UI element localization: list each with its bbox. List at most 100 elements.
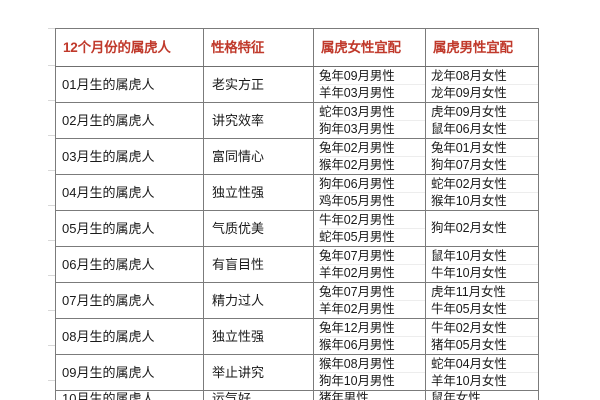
- column-header-female-match-label: 属虎女性宜配: [321, 39, 401, 55]
- cell-month: 05月生的属虎人: [55, 210, 204, 247]
- cell-male-match: 兔年01月女性 狗年07月女性: [425, 138, 539, 175]
- cell-trait: 富同情心: [203, 138, 314, 175]
- cell-trait: 运气好: [203, 390, 314, 400]
- column-header-month: 12个月份的属虎人: [55, 28, 204, 67]
- table-header-row: 12个月份的属虎人 性格特征 属虎女性宜配 属虎男性宜配: [55, 28, 539, 67]
- cell-male-match: 鼠年女性: [425, 390, 539, 400]
- female-match-line: 蛇年05月男性: [319, 230, 395, 244]
- male-match-line: 鼠年女性: [431, 391, 481, 400]
- female-match-stack: 兔年07月男性 羊年02月男性: [314, 248, 425, 281]
- cell-female-match: 兔年07月男性 羊年02月男性: [313, 246, 426, 283]
- female-match-line: 猪年男性: [319, 391, 369, 400]
- male-match-line: 牛年02月女性: [431, 320, 538, 337]
- male-match-stack: 龙年08月女性 龙年09月女性: [426, 68, 538, 101]
- month-label: 06月生的属虎人: [62, 257, 155, 272]
- trait-label: 富同情心: [212, 149, 265, 164]
- cell-male-match: 鼠年10月女性 牛年10月女性: [425, 246, 539, 283]
- cell-month: 01月生的属虎人: [55, 66, 204, 103]
- cell-male-match: 龙年08月女性 龙年09月女性: [425, 66, 539, 103]
- cell-female-match: 兔年02月男性 猴年02月男性: [313, 138, 426, 175]
- cell-trait: 举止讲究: [203, 354, 314, 391]
- female-match-line: 羊年02月男性: [319, 266, 395, 280]
- female-match-stack: 狗年06月男性 鸡年05月男性: [314, 176, 425, 209]
- male-match-line: 鼠年06月女性: [431, 122, 507, 136]
- male-match-stack: 兔年01月女性 狗年07月女性: [426, 140, 538, 173]
- trait-label: 有盲目性: [212, 257, 265, 272]
- male-match-line: 猪年05月女性: [431, 338, 507, 352]
- trait-label: 气质优美: [212, 221, 265, 236]
- tiger-month-compatibility-table: 12个月份的属虎人 性格特征 属虎女性宜配 属虎男性宜配: [55, 28, 539, 400]
- male-match-line: 猴年10月女性: [431, 194, 507, 208]
- female-match-line: 兔年09月男性: [319, 68, 425, 85]
- month-label: 08月生的属虎人: [62, 329, 155, 344]
- cell-female-match: 蛇年03月男性 狗年03月男性: [313, 102, 426, 139]
- column-header-month-label: 12个月份的属虎人: [63, 39, 171, 55]
- table-row: 10月生的属虎人 运气好 猪年男性 鼠年女性: [55, 390, 539, 400]
- male-match-stack: 狗年02月女性: [426, 220, 538, 237]
- male-match-line: 虎年11月女性: [431, 284, 538, 301]
- male-match-stack: 虎年11月女性 牛年05月女性: [426, 284, 538, 317]
- month-label: 10月生的属虎人: [62, 391, 155, 400]
- male-match-stack: 鼠年10月女性 牛年10月女性: [426, 248, 538, 281]
- trait-label: 运气好: [212, 391, 252, 400]
- female-match-line: 猴年08月男性: [319, 356, 425, 373]
- cell-trait: 讲究效率: [203, 102, 314, 139]
- cell-trait: 独立性强: [203, 174, 314, 211]
- male-match-stack: 虎年09月女性 鼠年06月女性: [426, 104, 538, 137]
- female-match-line: 蛇年03月男性: [319, 104, 425, 121]
- column-header-male-match-label: 属虎男性宜配: [433, 39, 513, 55]
- female-match-stack: 猴年08月男性 狗年10月男性: [314, 356, 425, 389]
- table-row: 04月生的属虎人 独立性强 狗年06月男性 鸡年05月男性 蛇年02月女性: [55, 174, 539, 211]
- female-match-line: 兔年12月男性: [319, 320, 425, 337]
- month-label: 09月生的属虎人: [62, 365, 155, 380]
- cell-male-match: 狗年02月女性: [425, 210, 539, 247]
- month-label: 02月生的属虎人: [62, 113, 155, 128]
- column-header-trait: 性格特征: [203, 28, 314, 67]
- cell-female-match: 兔年09月男性 羊年03月男性: [313, 66, 426, 103]
- cell-trait: 老实方正: [203, 66, 314, 103]
- table-row: 02月生的属虎人 讲究效率 蛇年03月男性 狗年03月男性 虎年09月女性: [55, 102, 539, 139]
- cell-male-match: 虎年11月女性 牛年05月女性: [425, 282, 539, 319]
- male-match-line: 羊年10月女性: [431, 374, 507, 388]
- cell-female-match: 猴年08月男性 狗年10月男性: [313, 354, 426, 391]
- female-match-stack: 兔年07月男性 羊年02月男性: [314, 284, 425, 317]
- cell-female-match: 兔年07月男性 羊年02月男性: [313, 282, 426, 319]
- female-match-line: 牛年02月男性: [319, 212, 425, 229]
- table-body: 01月生的属虎人 老实方正 兔年09月男性 羊年03月男性 龙年08月女性: [55, 66, 539, 400]
- female-match-stack: 兔年12月男性 猴年06月男性: [314, 320, 425, 353]
- trait-label: 老实方正: [212, 77, 265, 92]
- male-match-stack: 蛇年02月女性 猴年10月女性: [426, 176, 538, 209]
- cell-month: 03月生的属虎人: [55, 138, 204, 175]
- cell-female-match: 兔年12月男性 猴年06月男性: [313, 318, 426, 355]
- cell-female-match: 猪年男性: [313, 390, 426, 400]
- cell-month: 02月生的属虎人: [55, 102, 204, 139]
- cell-month: 07月生的属虎人: [55, 282, 204, 319]
- cell-trait: 独立性强: [203, 318, 314, 355]
- female-match-line: 猴年06月男性: [319, 338, 395, 352]
- cell-female-match: 狗年06月男性 鸡年05月男性: [313, 174, 426, 211]
- month-label: 01月生的属虎人: [62, 77, 155, 92]
- table-row: 05月生的属虎人 气质优美 牛年02月男性 蛇年05月男性 狗年02月女性: [55, 210, 539, 247]
- cell-trait: 有盲目性: [203, 246, 314, 283]
- month-label: 07月生的属虎人: [62, 293, 155, 308]
- female-match-line: 羊年02月男性: [319, 302, 395, 316]
- female-match-line: 兔年02月男性: [319, 140, 425, 157]
- female-match-line: 兔年07月男性: [319, 248, 425, 265]
- cell-month: 04月生的属虎人: [55, 174, 204, 211]
- trait-label: 独立性强: [212, 185, 265, 200]
- cell-trait: 精力过人: [203, 282, 314, 319]
- male-match-line: 兔年01月女性: [431, 140, 538, 157]
- male-match-line: 牛年10月女性: [431, 266, 507, 280]
- table-row: 01月生的属虎人 老实方正 兔年09月男性 羊年03月男性 龙年08月女性: [55, 66, 539, 103]
- table-row: 09月生的属虎人 举止讲究 猴年08月男性 狗年10月男性 蛇年04月女性: [55, 354, 539, 391]
- trait-label: 独立性强: [212, 329, 265, 344]
- sheet-row-ticks: [48, 28, 55, 400]
- female-match-line: 兔年07月男性: [319, 284, 425, 301]
- female-match-stack: 猪年男性: [315, 391, 425, 400]
- male-match-stack: 蛇年04月女性 羊年10月女性: [426, 356, 538, 389]
- table-row: 06月生的属虎人 有盲目性 兔年07月男性 羊年02月男性 鼠年10月女性: [55, 246, 539, 283]
- female-match-line: 狗年03月男性: [319, 122, 395, 136]
- cell-trait: 气质优美: [203, 210, 314, 247]
- female-match-line: 狗年06月男性: [319, 176, 425, 193]
